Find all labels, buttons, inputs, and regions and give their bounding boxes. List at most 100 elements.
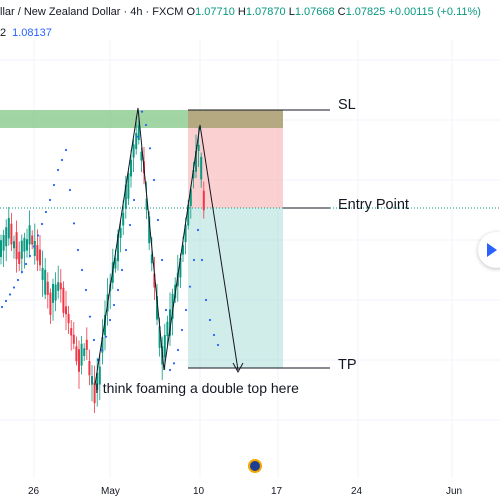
- candle: [36, 245, 39, 261]
- candle: [62, 287, 65, 313]
- sar-point: [20, 270, 24, 274]
- candle: [72, 334, 75, 344]
- sar-point: [116, 288, 120, 292]
- candle: [80, 343, 83, 366]
- sar-point: [120, 268, 124, 272]
- sl-label: SL: [338, 97, 356, 113]
- candle: [65, 306, 67, 315]
- sar-point: [36, 234, 40, 237]
- candle: [85, 339, 88, 350]
- sar-point: [60, 158, 64, 162]
- sar-point: [64, 148, 68, 152]
- candle: [192, 170, 195, 179]
- sar-point: [176, 348, 180, 352]
- high-value: 1.07870: [245, 6, 286, 18]
- candle: [28, 225, 31, 245]
- sar-point: [180, 328, 184, 332]
- sar-point: [208, 318, 212, 322]
- candle: [137, 125, 140, 141]
- economic-event-icon[interactable]: [248, 459, 262, 473]
- legend-row: llar / New Zealand Dollar · 4h · FXCM O1…: [0, 6, 481, 18]
- candle: [52, 283, 54, 303]
- candle: [135, 133, 138, 150]
- sar-point: [104, 335, 108, 338]
- indicator-value: 1.08137: [12, 27, 52, 39]
- candle: [5, 227, 8, 247]
- candle: [88, 361, 91, 376]
- candle: [182, 245, 184, 255]
- candle: [96, 372, 99, 390]
- candle: [156, 296, 158, 320]
- scroll-right-button[interactable]: [478, 232, 500, 268]
- sar-point: [132, 198, 136, 202]
- exchange: FXCM: [152, 6, 184, 18]
- candle: [127, 173, 130, 199]
- candle: [70, 328, 73, 336]
- candle: [104, 314, 106, 336]
- candle: [184, 224, 187, 243]
- candle: [119, 227, 122, 238]
- stop-loss-band: [188, 110, 283, 128]
- candle: [158, 326, 161, 348]
- interval[interactable]: 4h: [130, 6, 143, 18]
- candle: [187, 204, 190, 226]
- candle: [41, 268, 44, 280]
- low-value: 1.07668: [294, 6, 335, 18]
- candle: [114, 258, 117, 269]
- candle: [148, 216, 151, 244]
- sar-point: [108, 318, 112, 322]
- sar-point: [8, 293, 12, 296]
- candle: [75, 346, 78, 362]
- sar-point: [164, 308, 168, 312]
- sar-point: [140, 110, 144, 113]
- sar-point: [100, 348, 104, 352]
- candle: [140, 151, 143, 161]
- candle: [189, 189, 192, 206]
- indicator-legend: 2 1.08137: [0, 27, 52, 39]
- arrow-head-icon: [232, 362, 244, 374]
- sar-point: [68, 188, 72, 192]
- high-label: H: [237, 6, 246, 18]
- symbol-name[interactable]: llar / New Zealand Dollar: [0, 6, 121, 18]
- tp-label: TP: [338, 357, 357, 373]
- parabolic-sar: [0, 110, 220, 372]
- candle: [130, 159, 132, 177]
- candle: [44, 269, 47, 295]
- double-top-line[interactable]: [94, 107, 239, 386]
- candle: [117, 234, 119, 262]
- sar-point: [88, 315, 92, 318]
- candle: [132, 144, 135, 158]
- candle: [15, 232, 18, 260]
- candle: [10, 223, 13, 245]
- sar-point: [40, 222, 44, 226]
- candle: [54, 284, 57, 301]
- sar-point: [200, 258, 204, 262]
- open-label: O: [186, 6, 196, 18]
- x-tick-label: 26: [28, 486, 40, 497]
- entry-label: Entry Point: [338, 197, 409, 213]
- candle: [46, 281, 49, 295]
- close-value: 1.07825: [345, 6, 386, 18]
- candle: [59, 282, 62, 290]
- candle: [83, 348, 86, 357]
- sar-point: [24, 262, 28, 266]
- sar-point: [124, 248, 128, 252]
- candle: [20, 240, 23, 259]
- sar-point: [192, 258, 196, 262]
- candles: [0, 115, 205, 413]
- x-tick-label: 10: [193, 486, 205, 497]
- candle: [197, 144, 200, 151]
- sar-point: [32, 245, 36, 248]
- drawings[interactable]: [94, 107, 330, 386]
- sar-point: [188, 285, 192, 288]
- candle: [33, 240, 36, 257]
- candle: [124, 184, 127, 209]
- chevron-right-icon: [487, 243, 497, 257]
- candle: [91, 376, 93, 385]
- candle: [153, 273, 156, 288]
- separator: ·: [145, 6, 150, 18]
- candle: [7, 217, 10, 239]
- sar-point: [52, 183, 56, 187]
